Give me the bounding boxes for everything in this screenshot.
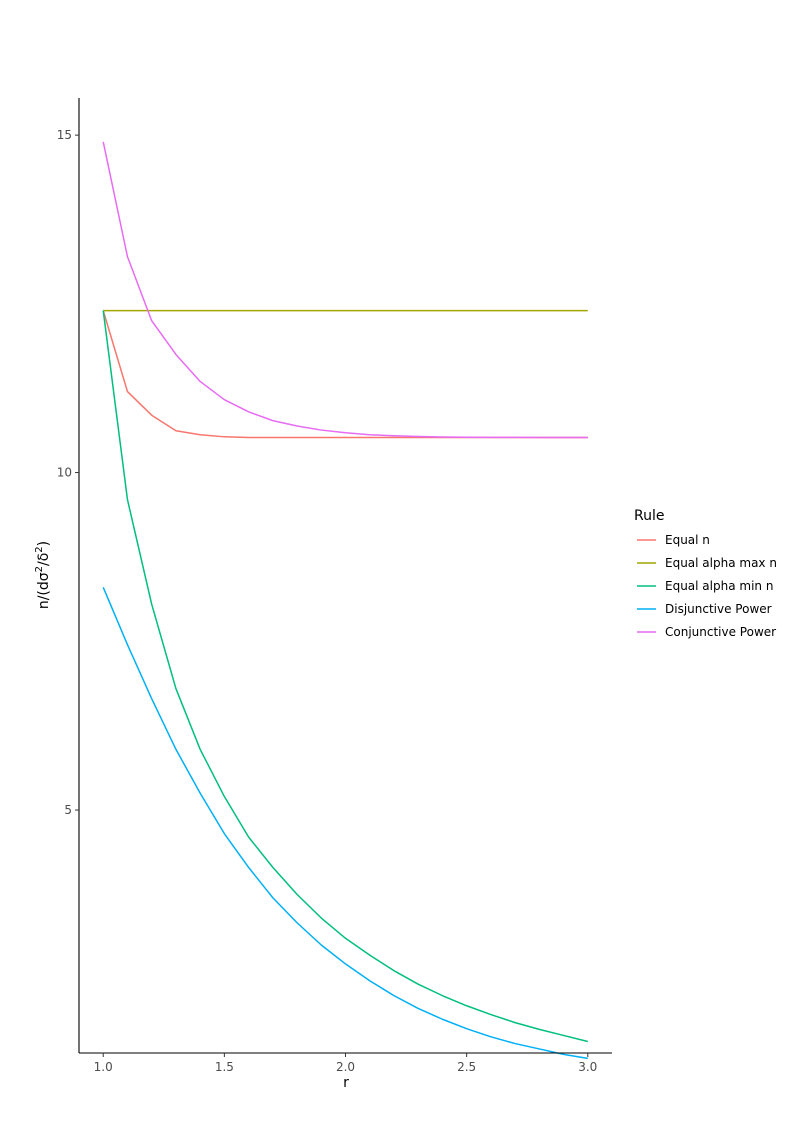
legend-label-4: Disjunctive Power [665,602,772,616]
legend-title: Rule [634,508,664,524]
plot-lines [102,141,588,1060]
x-tick-label: 2.5 [457,1060,476,1074]
x-tick-label: 1.5 [215,1060,234,1074]
legend-label-3: Equal alpha min n [665,579,773,593]
legend-label-2: Equal alpha max n [665,556,777,570]
y-tick-label: 5 [64,803,72,817]
x-tick-label: 1.0 [94,1060,113,1074]
y-axis-title: n/(dσ2/δ2) [34,541,52,609]
legend-label-5: Conjunctive Power [665,625,776,639]
series-line-4 [102,587,588,1060]
y-tick-label: 10 [57,466,72,480]
x-tick-label: 2.0 [336,1060,355,1074]
axes [78,98,612,1054]
series-line-1 [102,310,588,439]
y-tick-label: 15 [57,128,72,142]
x-axis-title: r [343,1075,349,1091]
x-tick-label: 3.0 [578,1060,597,1074]
legend-label-1: Equal n [665,533,710,547]
y-ticks: 5 10 15 [57,128,79,817]
series-line-3 [102,310,588,1043]
legend: Rule Equal n Equal alpha max n Equal alpha… [634,508,777,639]
series-line-5 [102,141,588,439]
x-ticks: 1.0 1.5 2.0 2.5 3.0 [94,1053,597,1074]
